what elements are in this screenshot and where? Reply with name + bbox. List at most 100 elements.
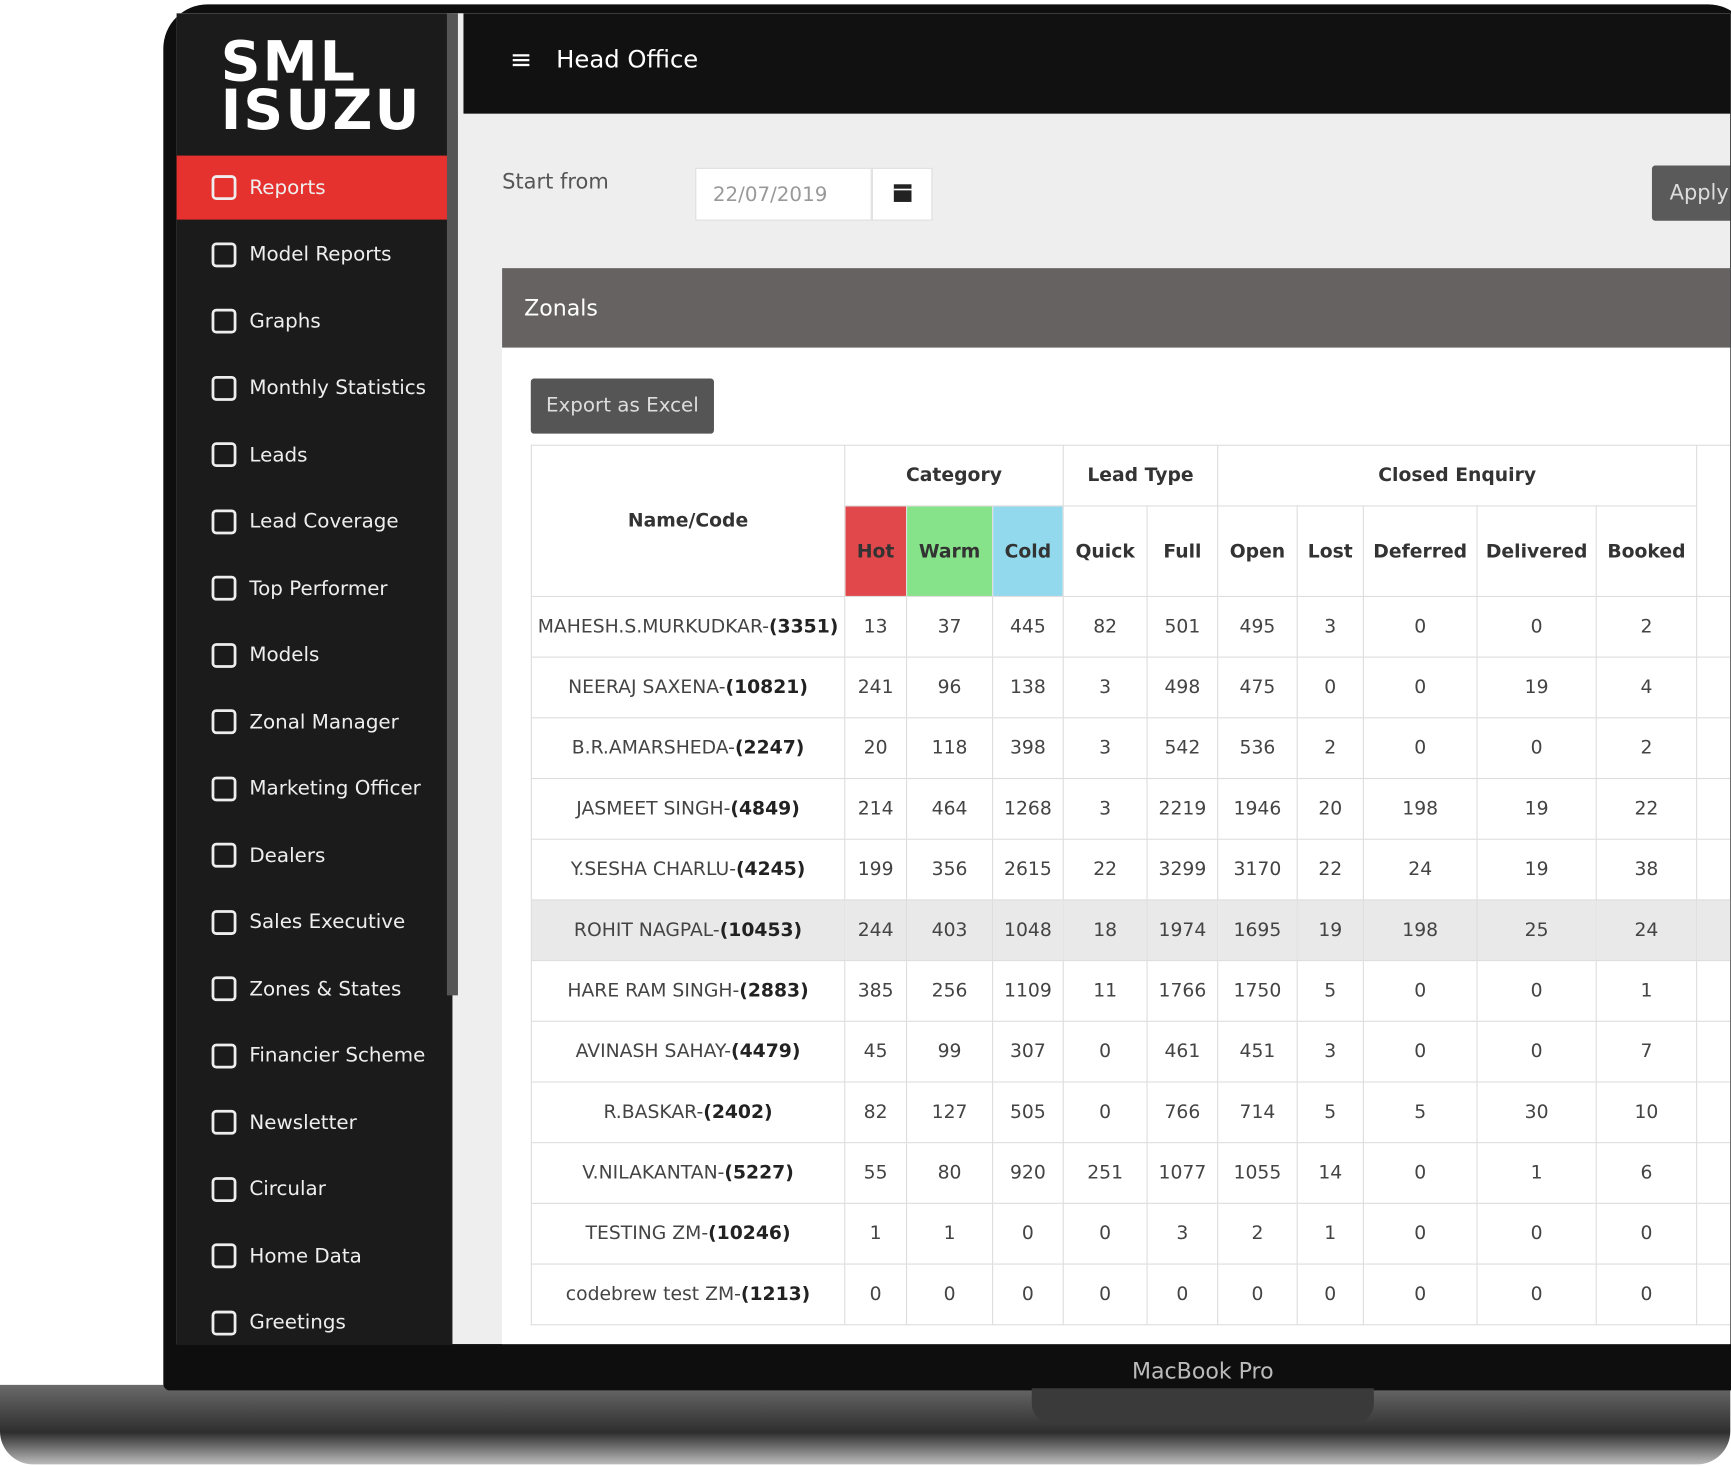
nav-item[interactable]: Zonal Manager — [177, 690, 453, 754]
nav-item[interactable]: Lead Coverage — [177, 489, 453, 553]
value-cell: 445 — [992, 595, 1064, 658]
value-cell: 20 — [844, 717, 908, 780]
value-cell: 536 — [1217, 717, 1298, 780]
nav-item[interactable]: Dealers — [177, 823, 453, 887]
table-row: B.R.AMARSHEDA-(2247) 20 118 398 3 542 536 2 0 0 2 — [530, 717, 1731, 780]
nav-icon — [211, 308, 237, 334]
value-cell: 25 — [1476, 899, 1597, 962]
nav-label: Reports — [249, 176, 326, 200]
value-cell: 0 — [1146, 1263, 1219, 1326]
panel-title: Zonals — [502, 268, 1731, 348]
nav-item[interactable]: Zones & States — [177, 957, 453, 1021]
value-cell: 22 — [1062, 838, 1148, 901]
nav-item[interactable]: Top Performer — [177, 556, 453, 620]
name: MAHESH.S.MURKUDKAR- — [537, 615, 769, 638]
value-cell: 1695 — [1217, 899, 1298, 962]
date-input[interactable]: 22/07/2019 — [695, 167, 872, 221]
extra-cell — [1696, 1142, 1731, 1204]
code: (10453) — [719, 919, 803, 942]
value-cell: 2219 — [1146, 777, 1219, 840]
nav-item[interactable]: Newsletter — [177, 1090, 453, 1154]
value-cell: 0 — [1595, 1202, 1698, 1265]
page-title: Head Office — [556, 46, 699, 74]
value-cell: 5 — [1296, 1081, 1364, 1144]
nav-icon — [211, 909, 237, 935]
value-cell: 356 — [905, 838, 994, 901]
nav-icon — [211, 776, 237, 801]
value-cell: 1750 — [1217, 960, 1298, 1022]
nav-label: Sales Executive — [249, 910, 406, 934]
value-cell: 714 — [1217, 1081, 1298, 1144]
nav-item[interactable]: Financier Scheme — [177, 1023, 453, 1087]
name-cell: NEERAJ SAXENA-(10821) — [530, 656, 846, 719]
value-cell: 241 — [844, 656, 908, 719]
nav-item[interactable]: Leads — [177, 423, 453, 487]
table-row: AVINASH SAHAY-(4479) 45 99 307 0 461 451 3 0 0 7 — [530, 1020, 1731, 1083]
export-button[interactable]: Export as Excel — [530, 378, 714, 434]
value-cell: 0 — [1362, 595, 1478, 658]
code: (4245) — [735, 858, 806, 881]
nav-icon — [211, 442, 237, 468]
value-cell: 19 — [1476, 838, 1597, 901]
nav-item[interactable]: Home Data — [177, 1224, 453, 1288]
value-cell: 1974 — [1146, 899, 1219, 962]
table-row: Y.SESHA CHARLU-(4245) 199 356 2615 22 3299 317… — [530, 838, 1731, 901]
value-cell: 403 — [905, 899, 994, 962]
main: ≡ Head Office Start from 22/07/2019 Appl… — [463, 13, 1731, 1345]
nav-label: Marketing Officer — [249, 776, 421, 801]
name-cell: codebrew test ZM-(1213) — [530, 1263, 846, 1326]
nav-item[interactable]: Sales Executive — [177, 890, 453, 954]
value-cell: 4 — [1595, 656, 1698, 719]
nav-label: Dealers — [249, 843, 326, 867]
apply-button[interactable]: Apply — [1651, 165, 1731, 221]
value-cell: 24 — [1362, 838, 1478, 901]
extra-cell — [1696, 1081, 1731, 1144]
value-cell: 82 — [1062, 595, 1148, 658]
value-cell: 118 — [905, 717, 994, 780]
nav-label: Graphs — [249, 309, 321, 333]
nav-item[interactable]: Model Reports — [177, 222, 453, 286]
name: B.R.AMARSHEDA- — [571, 737, 735, 760]
nav-item[interactable]: Circular — [177, 1157, 453, 1221]
nav-item[interactable]: Greetings — [177, 1291, 453, 1345]
group-header: Lead Type — [1062, 444, 1219, 507]
nav-icon — [211, 508, 237, 534]
nav-item[interactable]: Reports — [176, 155, 453, 220]
calendar-button[interactable] — [871, 167, 933, 221]
code: (5227) — [724, 1161, 794, 1185]
column-header: Lost — [1296, 505, 1364, 597]
nav-label: Monthly Statistics — [249, 376, 427, 400]
code: (2402) — [703, 1101, 773, 1124]
menu-icon[interactable]: ≡ — [509, 44, 533, 76]
nav-item[interactable]: Monthly Statistics — [177, 356, 453, 420]
column-header: Delivered — [1476, 505, 1597, 597]
name-cell: HARE RAM SINGH-(2883) — [530, 960, 846, 1022]
value-cell: 0 — [1476, 960, 1597, 1022]
value-cell: 3 — [1296, 595, 1364, 658]
value-cell: 0 — [1362, 1020, 1478, 1083]
value-cell: 0 — [905, 1263, 994, 1326]
extra-cell — [1696, 595, 1731, 658]
value-cell: 0 — [1362, 717, 1478, 780]
value-cell: 82 — [844, 1081, 908, 1144]
laptop-notch — [1031, 1388, 1374, 1424]
logo: SML ISUZU — [220, 29, 422, 138]
value-cell: 766 — [1146, 1081, 1219, 1144]
table-row: TESTING ZM-(10246) 1 1 0 0 3 2 1 0 0 0 — [530, 1202, 1731, 1265]
value-cell: 244 — [844, 899, 908, 962]
extra-cell — [1696, 717, 1731, 780]
value-cell: 1 — [1296, 1202, 1364, 1265]
nav-item[interactable]: Marketing Officer — [177, 756, 453, 820]
extra-cell — [1696, 1263, 1731, 1326]
value-cell: 0 — [992, 1202, 1064, 1265]
logo-line: SML — [220, 29, 358, 94]
nav-label: Financier Scheme — [249, 1043, 426, 1068]
name: JASMEET SINGH- — [576, 797, 731, 820]
nav-icon — [211, 1176, 237, 1202]
value-cell: 475 — [1217, 656, 1298, 719]
nav-item[interactable]: Graphs — [177, 289, 453, 353]
name: NEERAJ SAXENA- — [568, 676, 726, 699]
value-cell: 96 — [905, 656, 994, 719]
nav-item[interactable]: Models — [177, 623, 453, 687]
